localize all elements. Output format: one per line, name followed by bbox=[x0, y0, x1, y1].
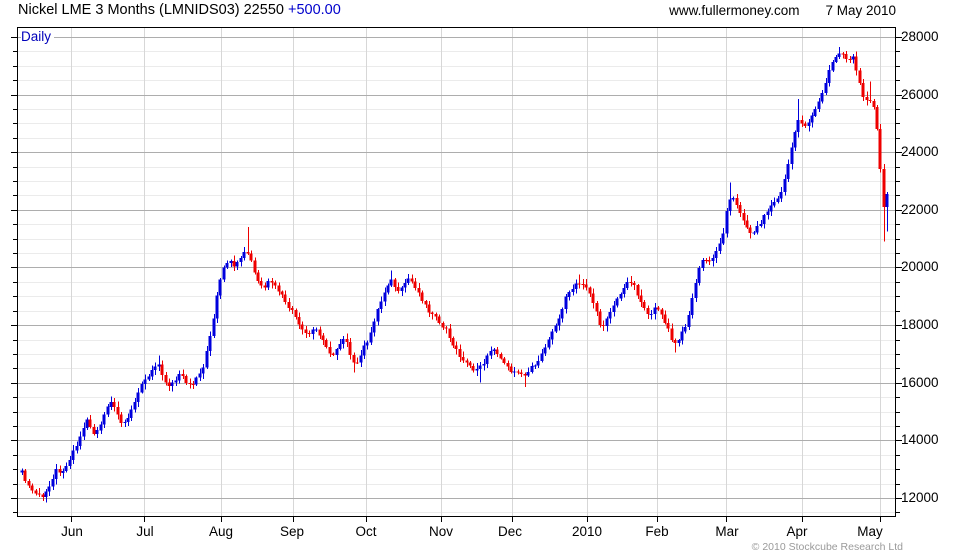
y-axis-label: 20000 bbox=[901, 259, 939, 275]
chart-title: Nickel LME 3 Months (LMNIDS03) 22550 bbox=[18, 2, 284, 18]
x-axis-label: Dec bbox=[497, 524, 522, 539]
x-axis-label: Feb bbox=[645, 524, 669, 539]
x-axis-label: Oct bbox=[355, 524, 377, 539]
chart-header: Nickel LME 3 Months (LMNIDS03) 22550 +50… bbox=[18, 2, 341, 18]
y-axis-label: 16000 bbox=[901, 374, 939, 390]
y-axis-label: 28000 bbox=[901, 29, 939, 44]
copyright-notice: © 2010 Stockcube Research Ltd bbox=[751, 541, 903, 553]
x-axis-label: Mar bbox=[715, 524, 739, 539]
x-axis-label: 2010 bbox=[571, 524, 603, 539]
chart-header-right: www.fullermoney.com 7 May 2010 bbox=[669, 3, 896, 18]
x-axis-label: Sep bbox=[279, 524, 305, 539]
price-change: +500.00 bbox=[287, 2, 341, 18]
x-axis-label: Apr bbox=[786, 524, 808, 539]
y-axis-label: 26000 bbox=[901, 86, 939, 102]
x-axis-label: Jul bbox=[136, 524, 154, 539]
fullermoney-watermark: www.fullermoney.com bbox=[669, 3, 800, 18]
y-axis-label: 24000 bbox=[901, 144, 939, 160]
chart-date: 7 May 2010 bbox=[825, 3, 896, 18]
x-axis-label: Aug bbox=[208, 524, 234, 539]
y-axis-label: 18000 bbox=[901, 317, 939, 333]
y-axis-label: 12000 bbox=[901, 489, 939, 505]
y-axis-label: 14000 bbox=[901, 432, 939, 448]
x-axis-label: Jun bbox=[61, 524, 83, 539]
x-axis-label: Nov bbox=[428, 524, 453, 539]
frequency-label: Daily bbox=[21, 29, 55, 44]
x-axis-label: May bbox=[857, 524, 883, 539]
y-axis-label: 22000 bbox=[901, 201, 939, 217]
